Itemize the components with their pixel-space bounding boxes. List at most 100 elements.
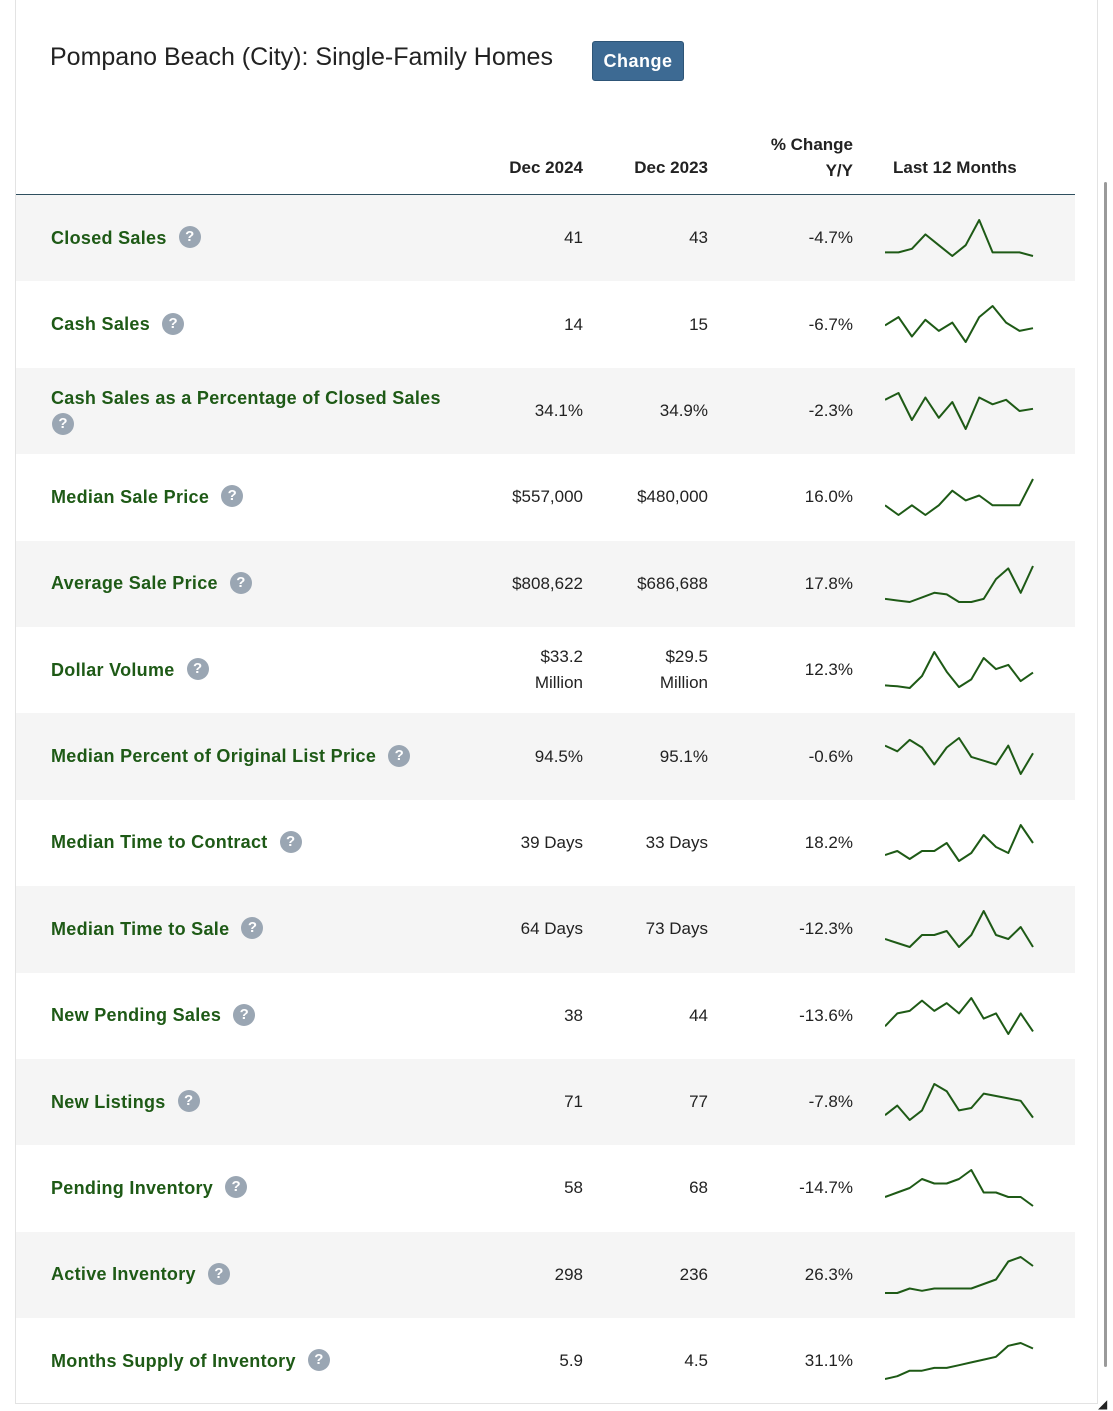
value-pct-change: 16.0% <box>804 487 853 507</box>
metric-label[interactable]: Active Inventory <box>51 1264 196 1285</box>
sparkline <box>885 391 1034 430</box>
table-row: Median Sale Price? $557,000 $480,000 16.… <box>16 454 1075 540</box>
sparkline <box>885 1342 1034 1381</box>
table-row: Active Inventory? 298 236 26.3% <box>16 1231 1075 1319</box>
value-pct-change: 31.1% <box>804 1351 853 1371</box>
help-icon[interactable]: ? <box>52 413 74 436</box>
sparkline-series <box>885 1169 1034 1208</box>
row-label-cell: Median Percent of Original List Price? <box>51 713 471 799</box>
resize-handle-icon[interactable]: ◢ <box>1098 1397 1108 1411</box>
value-current: 94.5% <box>534 746 583 766</box>
metric-label[interactable]: Cash Sales as a Percentage of Closed Sal… <box>51 388 441 409</box>
sparkline-series <box>885 996 1034 1035</box>
row-label-cell: Dollar Volume? <box>51 627 471 713</box>
metric-label[interactable]: Closed Sales <box>51 227 167 248</box>
sparkline-series <box>885 565 1034 603</box>
value-pct-change: 18.2% <box>804 832 853 852</box>
sparkline <box>885 823 1034 862</box>
help-icon[interactable]: ? <box>162 312 185 335</box>
help-icon[interactable]: ? <box>229 571 252 594</box>
change-button[interactable]: Change <box>592 41 684 81</box>
table-row: Average Sale Price? $808,622 $686,688 17… <box>16 540 1075 627</box>
value-pct-change: -14.7% <box>799 1178 853 1198</box>
metric-label[interactable]: New Listings <box>51 1091 166 1112</box>
sparkline <box>885 1082 1034 1121</box>
sparkline <box>885 478 1034 517</box>
row-label-cell: Average Sale Price? <box>51 541 471 627</box>
table-row: New Pending Sales? 38 44 -13.6% <box>16 973 1075 1059</box>
value-current: 64 Days <box>520 919 583 939</box>
row-label-cell: Cash Sales as a Percentage of Closed Sal… <box>51 368 471 454</box>
metric-label[interactable]: Cash Sales <box>51 314 151 335</box>
help-icon[interactable]: ? <box>241 917 264 940</box>
metric-label[interactable]: Median Time to Sale <box>51 918 230 939</box>
sparkline <box>885 1169 1034 1208</box>
value-pct-change: -6.7% <box>808 314 853 334</box>
sparkline-series <box>885 1255 1034 1294</box>
table-row: Dollar Volume? $33.2 Million $29.5 Milli… <box>16 627 1075 713</box>
table-header: Dec 2024 Dec 2023 % Change Y/Y Last 12 M… <box>16 110 1075 195</box>
value-previous: $29.5 Million <box>659 647 708 693</box>
help-icon[interactable]: ? <box>186 658 209 681</box>
value-previous: 33 Days <box>645 832 708 852</box>
sparkline-series <box>885 1082 1034 1121</box>
value-previous: 95.1% <box>659 746 708 766</box>
value-previous: 15 <box>689 314 708 334</box>
value-previous: 43 <box>689 228 708 248</box>
sparkline-series <box>885 219 1034 257</box>
value-previous: $480,000 <box>637 487 708 507</box>
row-label-cell: Cash Sales? <box>51 281 471 367</box>
value-current: 71 <box>564 1092 583 1112</box>
row-label-cell: Median Time to Contract? <box>51 800 471 886</box>
value-current: $557,000 <box>512 487 583 507</box>
metric-label[interactable]: Median Time to Contract <box>51 832 268 853</box>
help-icon[interactable]: ? <box>233 1003 256 1026</box>
value-previous: 68 <box>689 1178 708 1198</box>
value-current: 14 <box>564 314 583 334</box>
sparkline <box>885 219 1034 257</box>
sparkline <box>885 910 1034 949</box>
metric-label[interactable]: Pending Inventory <box>51 1177 214 1198</box>
sparkline <box>885 1255 1034 1294</box>
row-label-cell: Active Inventory? <box>51 1232 471 1318</box>
value-pct-change: 26.3% <box>804 1264 853 1284</box>
metric-label[interactable]: New Pending Sales <box>51 1005 222 1026</box>
value-current: 298 <box>554 1264 583 1284</box>
value-current: 58 <box>564 1178 583 1198</box>
metric-label[interactable]: Months Supply of Inventory <box>51 1350 296 1371</box>
sparkline-series <box>885 737 1034 776</box>
value-current: 39 Days <box>520 832 583 852</box>
value-previous: 73 Days <box>645 919 708 939</box>
stats-table: Closed Sales? 41 43 -4.7% Cash Sales? 14… <box>16 195 1075 1404</box>
help-icon[interactable]: ? <box>177 1090 200 1113</box>
metric-label[interactable]: Median Sale Price <box>51 486 210 507</box>
sparkline <box>885 996 1034 1035</box>
scrollbar[interactable] <box>1104 182 1107 1367</box>
help-icon[interactable]: ? <box>388 744 411 767</box>
help-icon[interactable]: ? <box>307 1349 330 1372</box>
metric-label[interactable]: Average Sale Price <box>51 573 218 594</box>
column-header-previous: Dec 2023 <box>634 158 708 177</box>
sparkline <box>885 565 1034 603</box>
value-current: 5.9 <box>559 1351 583 1371</box>
help-icon[interactable]: ? <box>207 1262 230 1285</box>
sparkline-series <box>885 823 1034 862</box>
column-header-trend: Last 12 Months <box>893 158 1017 177</box>
row-label-cell: Median Time to Sale? <box>51 886 471 972</box>
table-row: Cash Sales? 14 15 -6.7% <box>16 281 1075 367</box>
page-title: Pompano Beach (City): Single-Family Home… <box>50 43 553 71</box>
value-pct-change: -2.3% <box>808 400 853 420</box>
value-pct-change: -12.3% <box>799 919 853 939</box>
value-pct-change: -4.7% <box>808 228 853 248</box>
help-icon[interactable]: ? <box>279 830 302 853</box>
value-previous: 4.5 <box>684 1351 708 1371</box>
row-label-cell: Pending Inventory? <box>51 1145 471 1231</box>
help-icon[interactable]: ? <box>225 1176 248 1199</box>
row-label-cell: Closed Sales? <box>51 195 471 281</box>
help-icon[interactable]: ? <box>221 485 244 508</box>
help-icon[interactable]: ? <box>178 226 201 249</box>
metric-label[interactable]: Dollar Volume <box>51 659 175 680</box>
column-header-current: Dec 2024 <box>509 158 583 177</box>
metric-label[interactable]: Median Percent of Original List Price <box>51 746 377 767</box>
value-current: 38 <box>564 1005 583 1025</box>
